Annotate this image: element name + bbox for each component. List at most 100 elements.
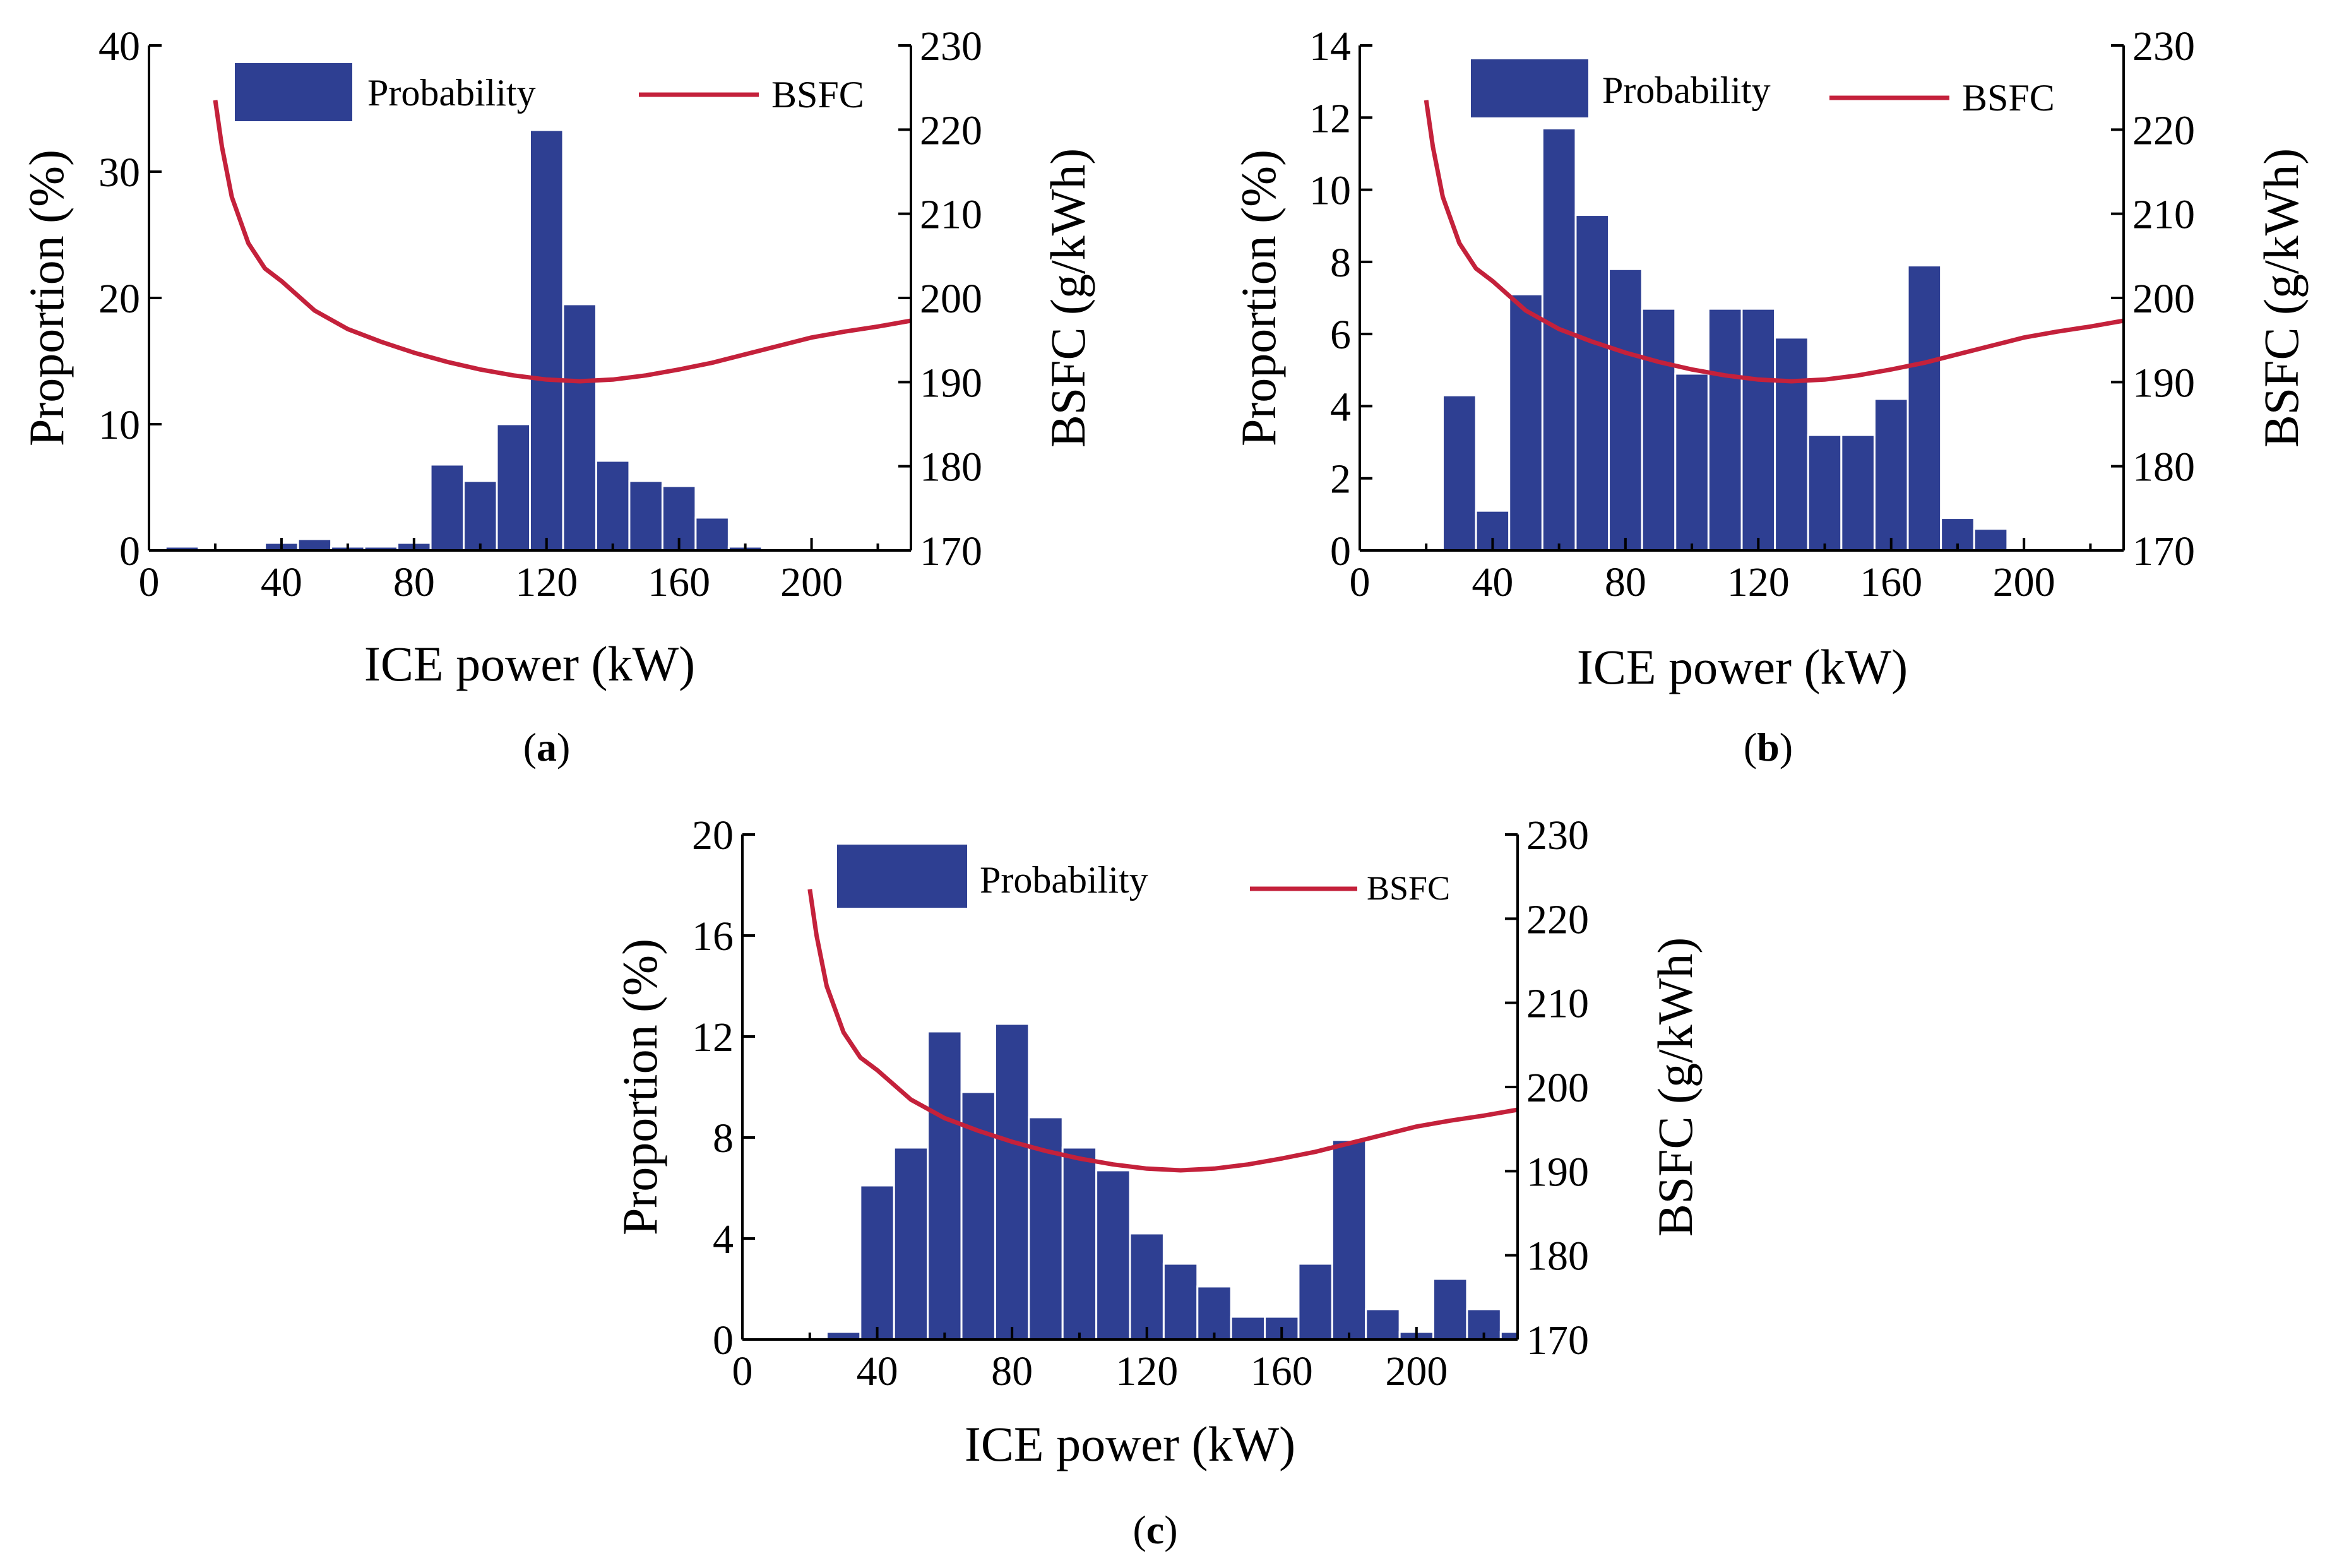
panel-a-y-tick-label: 40 (98, 23, 140, 69)
panel-c-label: (c) (1133, 1507, 1177, 1552)
panel-b-legend: Probability BSFC (1471, 59, 2055, 119)
panel-c-y2-tick-label: 210 (1526, 981, 1589, 1027)
panel-c-y-tick-label: 0 (713, 1317, 734, 1363)
panel-a-legend-line-label: BSFC (771, 74, 864, 116)
panel-b-y-tick-label: 8 (1330, 240, 1351, 286)
panel-c-axes (741, 833, 1519, 1341)
panel-b-axes (1359, 44, 2125, 552)
panel-c-y2-tick-label: 200 (1526, 1065, 1589, 1111)
panel-b-y2-tick-label: 190 (2132, 360, 2195, 406)
panel-b-y2-axis-title: BSFC (g/kWh) (2254, 148, 2309, 448)
panel-b-legend-line-label: BSFC (1962, 77, 2055, 119)
panel-b-y-tick-label: 0 (1330, 528, 1351, 574)
panel-b-bars (1442, 127, 2009, 552)
panel-b-y-tick-label: 2 (1330, 456, 1351, 502)
panel-a-bar (694, 516, 730, 552)
panel-b-bsfc-line (1424, 100, 2124, 384)
panel-a-bar (529, 129, 564, 552)
panel-b-y-tick-label: 10 (1309, 168, 1351, 214)
panel-b-y2-tick-label: 170 (2132, 528, 2195, 574)
panel-a-right-tick-labels: 170 180 190 200 210 220 230 (920, 23, 982, 574)
panel-a-bar (562, 303, 597, 552)
panel-a-bar (595, 460, 631, 552)
panel-b-y-tick-label: 12 (1309, 95, 1351, 141)
panel-a-x-tick-label: 160 (648, 559, 710, 605)
panel-b-label: (b) (1744, 725, 1793, 769)
panel-c-x-tick-label: 200 (1385, 1348, 1448, 1394)
panel-b-x-tick-label: 200 (1993, 559, 2055, 605)
panel-b-legend-bar-swatch (1471, 59, 1588, 117)
panel-c-y2-tick-label: 180 (1526, 1233, 1589, 1280)
panel-a-bar (496, 423, 531, 552)
panel-c-bar (1297, 1262, 1333, 1341)
chart-panel-b: 0 2 4 6 8 10 12 14 170 180 190 200 210 220 230 0 40 80 1… (1231, 23, 2309, 769)
panel-c-x-tick-labels: 0 40 80 120 160 200 (732, 1348, 1448, 1394)
panel-b-x-axis-title: ICE power (kW) (1577, 639, 1908, 694)
panel-c-bar (1432, 1278, 1468, 1341)
panel-b-bar (1674, 372, 1710, 552)
panel-c-legend-line-label: BSFC (1367, 869, 1450, 907)
panel-b-y-axis-title: Proportion (%) (1231, 150, 1286, 446)
panel-c-legend: Probability BSFC (837, 845, 1450, 908)
panel-c-bar (994, 1023, 1030, 1341)
panel-a-axes (148, 44, 912, 552)
panel-c-y-tick-label: 8 (713, 1115, 734, 1161)
panel-b-y-tick-label: 14 (1309, 23, 1351, 69)
panel-b-bar (1807, 434, 1843, 552)
panel-b-x-tick-label: 0 (1350, 559, 1371, 605)
panel-a-bar (297, 538, 333, 552)
panel-a-y-axis-title: Proportion (%) (19, 150, 74, 446)
panel-b-left-tick-labels: 0 2 4 6 8 10 12 14 (1309, 23, 1351, 574)
panel-a-x-tick-label: 120 (515, 559, 578, 605)
panel-b-bar (1774, 336, 1809, 552)
panel-b-y2-tick-label: 210 (2132, 192, 2195, 238)
panel-b-x-tick-labels: 0 40 80 120 160 200 (1350, 559, 2055, 605)
panel-b-y2-tick-label: 200 (2132, 276, 2195, 322)
panel-a-y2-tick-label: 200 (920, 276, 982, 322)
panel-b-bar (1740, 307, 1776, 552)
chart-panel-a: 0 10 20 30 40 170 180 190 200 210 220 230 0 40 80 120… (19, 23, 1095, 769)
panel-a-y2-tick-label: 190 (920, 360, 982, 406)
panel-a-y-tick-label: 20 (98, 276, 140, 322)
panel-b-bar (1442, 394, 1477, 552)
panel-a-label: (a) (523, 725, 571, 769)
panel-a-y2-tick-label: 220 (920, 107, 982, 153)
panel-a-x-axis-title: ICE power (kW) (364, 636, 695, 691)
panel-b-bar (1608, 268, 1643, 552)
panel-a-legend: Probability BSFC (235, 63, 864, 121)
panel-a-y-tick-label: 10 (98, 402, 140, 448)
panel-b-right-tick-labels: 170 180 190 200 210 220 230 (2132, 23, 2195, 574)
panel-c-legend-bar-label: Probability (980, 859, 1148, 901)
panel-c-left-tick-labels: 0 4 8 12 16 20 (692, 812, 734, 1363)
panel-c-bar (859, 1184, 895, 1341)
panel-c-x-axis-title: ICE power (kW) (965, 1417, 1295, 1471)
panel-b-x-tick-label: 160 (1860, 559, 1922, 605)
panel-a-x-tick-label: 80 (393, 559, 435, 605)
panel-c-y2-tick-label: 230 (1526, 812, 1589, 858)
panel-b-y-tick-label: 4 (1330, 384, 1351, 430)
panel-c-y2-axis-title: BSFC (g/kWh) (1648, 937, 1703, 1237)
panel-a-x-tick-label: 0 (139, 559, 160, 605)
chart-panel-c: 0 4 8 12 16 20 170 180 190 200 210 220 230 0 40 80 120… (612, 812, 1703, 1552)
panel-a-bsfc-line (213, 100, 912, 384)
panel-c-bar (1095, 1169, 1131, 1341)
panel-c-y2-tick-label: 220 (1526, 896, 1589, 942)
panel-c-y-tick-label: 16 (692, 913, 734, 959)
panel-c-right-tick-labels: 170 180 190 200 210 220 230 (1526, 812, 1589, 1363)
panel-a-x-tick-labels: 0 40 80 120 160 200 (139, 559, 843, 605)
panel-a-x-tick-label: 40 (261, 559, 302, 605)
panel-b-y2-tick-label: 180 (2132, 444, 2195, 490)
panel-a-bars (164, 129, 763, 552)
panel-c-x-tick-label: 120 (1115, 1348, 1178, 1394)
panel-c-bar (1196, 1285, 1232, 1341)
panel-c-legend-bar-swatch (837, 845, 967, 908)
panel-b-bar (1906, 264, 1942, 552)
panel-c-y2-tick-label: 170 (1526, 1317, 1589, 1363)
panel-c-bar (1129, 1232, 1165, 1341)
panel-b-bar (1574, 214, 1610, 552)
panel-b-x-tick-label: 120 (1727, 559, 1790, 605)
panel-a-y2-tick-label: 180 (920, 444, 982, 490)
panel-b-x-tick-label: 80 (1605, 559, 1646, 605)
panel-c-x-tick-label: 0 (732, 1348, 753, 1394)
panel-c-bar (893, 1146, 929, 1341)
